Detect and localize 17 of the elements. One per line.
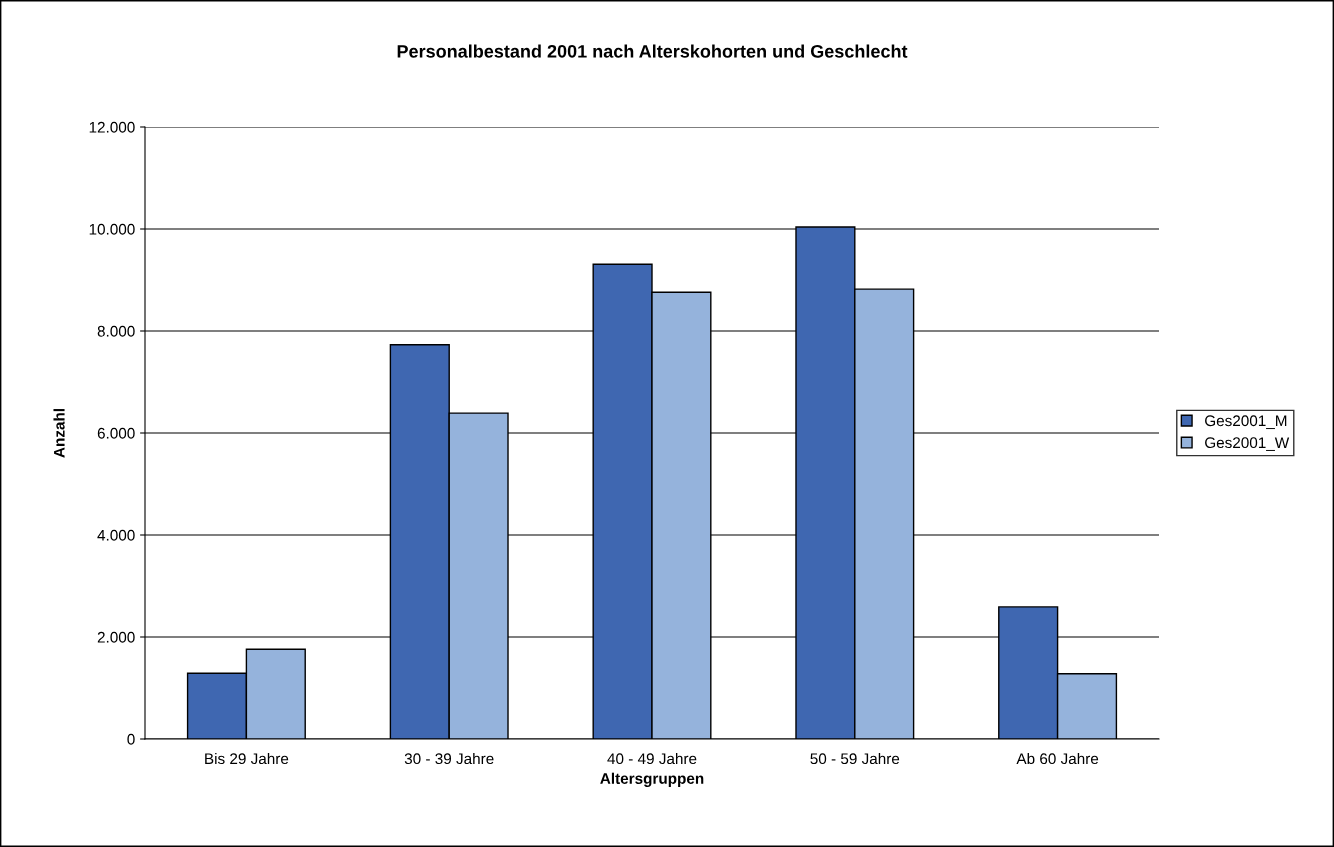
x-tick-label: 30 - 39 Jahre	[404, 752, 494, 765]
y-tick-label: 6.000	[97, 427, 135, 439]
x-axis-title: Altersgruppen	[600, 772, 704, 787]
x-tick-label: Bis 29 Jahre	[205, 752, 289, 765]
legend-label: Ges2001_M	[1205, 415, 1287, 430]
y-tick-label: 8.000	[97, 325, 135, 337]
x-tick-label: 40 - 49 Jahre	[607, 752, 697, 765]
y-axis-title: Anzahl	[53, 409, 65, 458]
legend-label: Ges2001_W	[1205, 437, 1290, 451]
y-tick-label: 4.000	[97, 529, 135, 541]
x-tick-label: Ab 60 Jahre	[1016, 752, 1099, 765]
x-tick-label: 50 - 59 Jahre	[810, 752, 900, 765]
y-tick-label: 0	[127, 733, 135, 745]
chart-title: Personalbestand 2001 nach Alterskohorten und Geschlecht	[397, 44, 908, 58]
y-tick-label: 12.000	[89, 121, 135, 133]
y-tick-label: 2.000	[97, 631, 135, 643]
y-tick-label: 10.000	[89, 223, 135, 235]
